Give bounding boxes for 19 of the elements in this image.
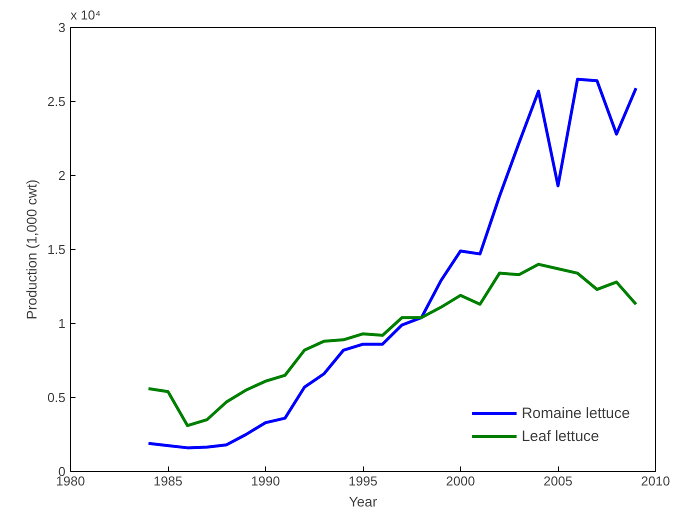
y-tick-label: 3 bbox=[58, 20, 66, 35]
x-tick-label: 1995 bbox=[348, 474, 378, 488]
text: x 10⁴ bbox=[70, 8, 101, 22]
line-series bbox=[147, 78, 638, 450]
y-tick-label: 2 bbox=[58, 168, 66, 183]
y-tick-label: 1 bbox=[58, 316, 66, 331]
legend-label: Romaine lettuce bbox=[522, 404, 630, 422]
x-tick-label: 1990 bbox=[251, 474, 280, 488]
x-tick-label: 2010 bbox=[641, 474, 670, 488]
x-tick-label: 2000 bbox=[446, 474, 475, 488]
x-tick-label: 2005 bbox=[544, 474, 572, 488]
y-axis-title: Production (1,000 cwt) bbox=[23, 179, 40, 320]
legend-label: Leaf lettuce bbox=[522, 428, 600, 444]
line-series bbox=[147, 262, 638, 428]
x-tick-label: 1985 bbox=[154, 474, 182, 488]
y-tick-label: 0.5 bbox=[47, 390, 66, 405]
y-tick-label: 2.5 bbox=[47, 94, 66, 109]
x-axis-title: Year bbox=[348, 494, 378, 510]
y-tick-label: 1.5 bbox=[47, 242, 66, 257]
